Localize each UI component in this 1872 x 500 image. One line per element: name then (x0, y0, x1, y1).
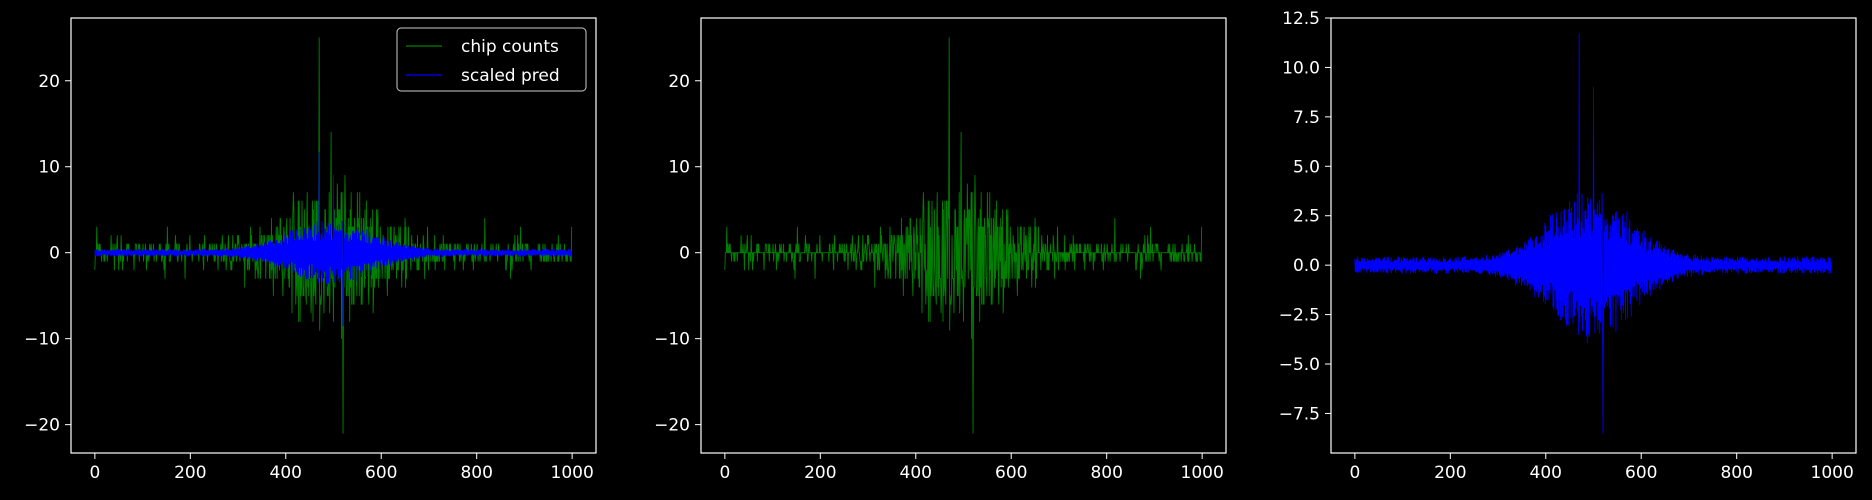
plot-area (1354, 33, 1833, 434)
axes-frame (70, 17, 597, 454)
x-tick-label: 400 (270, 463, 302, 483)
x-tick-label: 1000 (1811, 463, 1854, 483)
y-tick-label: 10 (38, 158, 60, 178)
y-tick-label: 20 (668, 72, 690, 92)
x-tick-label: 1000 (551, 463, 594, 483)
x-tick-label: 200 (174, 463, 206, 483)
x-tick-label: 0 (719, 463, 730, 483)
legend-label: chip counts (461, 37, 559, 57)
y-tick-label: 0.0 (1293, 256, 1320, 276)
x-tick-label: 0 (89, 463, 100, 483)
x-tick-label: 200 (804, 463, 836, 483)
plot-area (724, 37, 1203, 434)
x-tick-label: 400 (1530, 463, 1562, 483)
y-tick-label: 12.5 (1282, 9, 1320, 29)
y-tick-label: −5.0 (1279, 355, 1320, 375)
y-tick-label: −2.5 (1279, 306, 1320, 326)
y-tick-label: −20 (24, 416, 60, 436)
x-tick-label: 600 (1625, 463, 1657, 483)
y-tick-label: 0 (679, 244, 690, 264)
x-tick-label: 0 (1349, 463, 1360, 483)
subplot-combined: 0 200 400 600 800 1000 −20 −10 0 10 20 chip counts s… (24, 17, 597, 483)
x-tick-label: 600 (365, 463, 397, 483)
legend-box (396, 27, 587, 92)
series-line-counts (724, 37, 1203, 434)
y-tick-label: 10 (668, 158, 690, 178)
y-tick-label: 7.5 (1293, 108, 1320, 128)
x-tick-label: 800 (1090, 463, 1122, 483)
y-tick-label: 2.5 (1293, 207, 1320, 227)
x-tick-label: 400 (900, 463, 932, 483)
axes-frame (1330, 17, 1857, 454)
y-tick-label: 0 (49, 244, 60, 264)
legend-label: scaled pred (461, 66, 560, 86)
y-tick-label: −10 (654, 330, 690, 350)
x-tick-label: 800 (460, 463, 492, 483)
legend: chip counts scaled pred (396, 27, 587, 92)
series-line-scaled-pred (94, 151, 573, 327)
x-tick-label: 1000 (1181, 463, 1224, 483)
y-tick-label: −20 (654, 416, 690, 436)
y-tick-label: −10 (24, 330, 60, 350)
y-tick-label: 20 (38, 72, 60, 92)
x-tick-label: 600 (995, 463, 1027, 483)
y-tick-label: 5.0 (1293, 157, 1320, 177)
plot-area (94, 37, 573, 434)
subplot-chip-counts: 0 200 400 600 800 1000 −20 −10 0 10 20 (654, 17, 1227, 483)
x-tick-label: 200 (1434, 463, 1466, 483)
y-tick-label: 10.0 (1282, 58, 1320, 78)
subplot-scaled-pred: 0 200 400 600 800 1000 −7.5 −5.0 −2.5 0.0 2.5 5.0 7.… (1279, 9, 1857, 483)
series-line-pred (1354, 33, 1833, 434)
axes-frame (700, 17, 1227, 454)
x-tick-label: 800 (1720, 463, 1752, 483)
y-tick-label: −7.5 (1279, 404, 1320, 424)
